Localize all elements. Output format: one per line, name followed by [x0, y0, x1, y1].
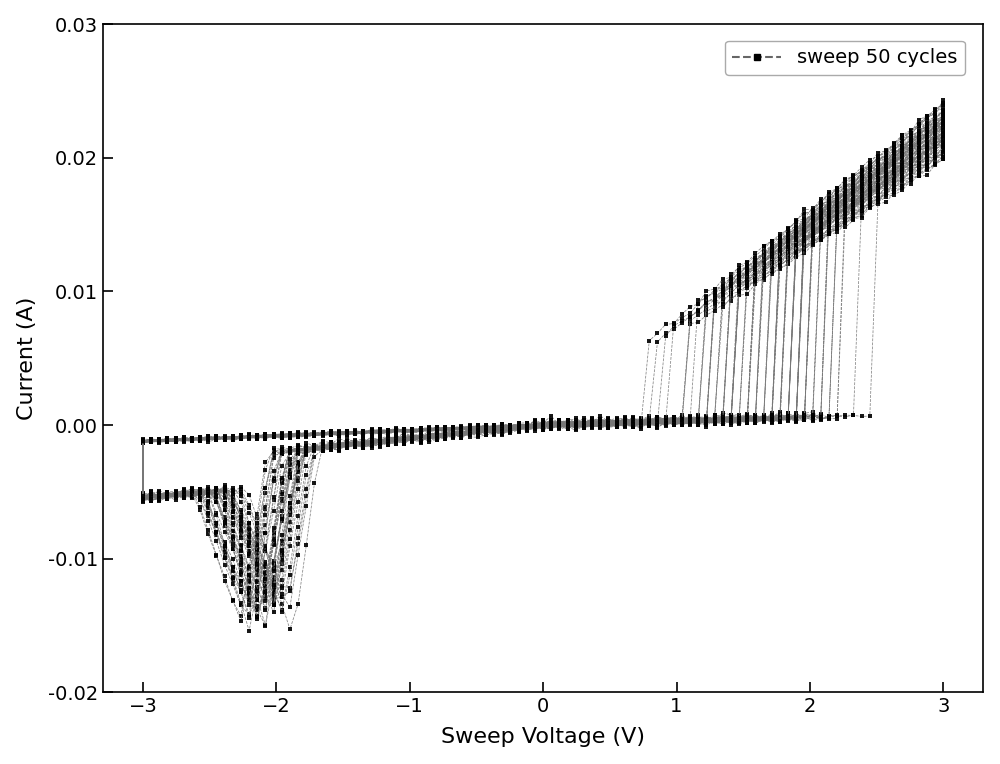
Y-axis label: Current (A): Current (A)	[17, 296, 37, 420]
X-axis label: Sweep Voltage (V): Sweep Voltage (V)	[441, 727, 645, 747]
Legend: sweep 50 cycles: sweep 50 cycles	[725, 40, 965, 75]
